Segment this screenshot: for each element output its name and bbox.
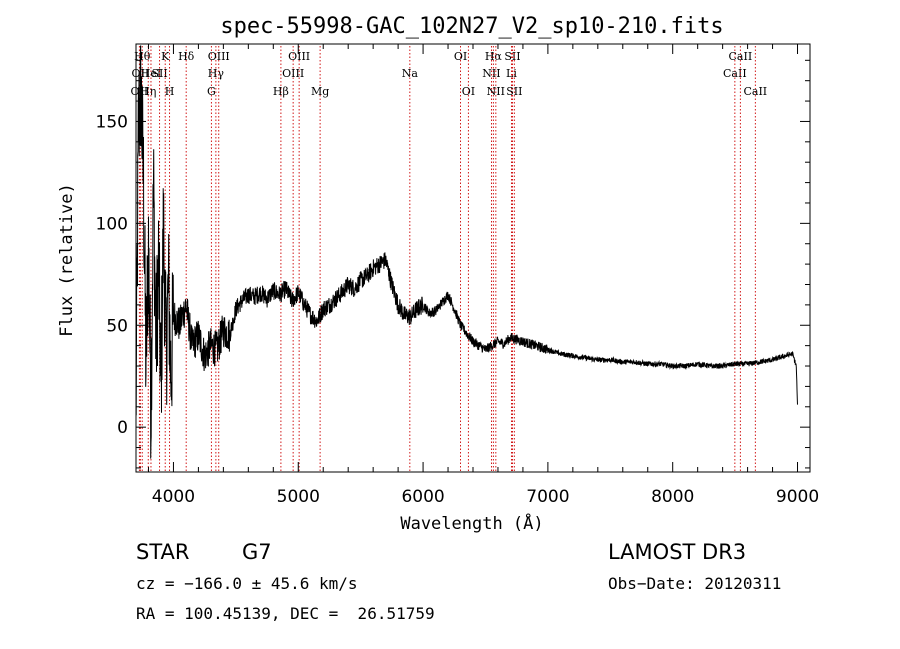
- line-marker-label: Hη: [140, 85, 156, 98]
- flux-series: [135, 45, 798, 459]
- line-marker-label: NII: [487, 85, 505, 98]
- x-axis-label: Wavelength (Å): [400, 512, 543, 534]
- line-marker-label: SII: [506, 85, 522, 98]
- line-marker-label: OI: [454, 50, 467, 63]
- y-axis-label: Flux (relative): [57, 183, 77, 337]
- line-marker-label: HeI: [141, 67, 161, 80]
- line-marker-label: Hδ: [178, 50, 195, 63]
- observation-date: Obs−Date: 20120311: [608, 574, 782, 593]
- y-tick-label: 150: [96, 112, 128, 132]
- star-class: STAR: [136, 540, 190, 564]
- line-marker-label: OIII: [288, 50, 310, 63]
- line-marker-label: CaII: [723, 67, 747, 80]
- redshift-velocity: cz = −166.0 ± 45.6 km/s: [136, 574, 358, 593]
- x-tick-label: 5000: [277, 487, 320, 507]
- x-tick-label: 9000: [776, 487, 819, 507]
- line-marker-label: SII: [151, 67, 167, 80]
- x-tick-label: 4000: [152, 487, 195, 507]
- chart-title: spec-55998-GAC_102N27_V2_sp10-210.fits: [220, 14, 723, 39]
- line-marker-label: Mg: [311, 85, 329, 98]
- line-marker-label: Hβ: [273, 85, 289, 98]
- coordinates: RA = 100.45139, DEC = 26.51759: [136, 604, 435, 623]
- star-subclass: G7: [242, 540, 272, 564]
- line-marker-label: Hθ: [134, 50, 151, 63]
- line-marker-label: G: [207, 85, 216, 98]
- y-tick-label: 100: [96, 214, 128, 234]
- y-tick-label: 0: [117, 418, 128, 438]
- line-markers: OIIOIIHθHηHeISIIKHHδGHγOIIIHβOIIIOIIIMgN…: [131, 46, 767, 472]
- line-marker-label: SII: [504, 50, 520, 63]
- line-marker-label: Na: [402, 67, 419, 80]
- line-marker-label: CaII: [743, 85, 767, 98]
- x-tick-label: 6000: [401, 487, 444, 507]
- survey-label: LAMOST DR3: [608, 540, 747, 564]
- line-marker-label: Li: [506, 67, 517, 80]
- axes: 4000 5000 6000 7000 8000 9000 0 50 100 150: [96, 44, 819, 507]
- line-marker-label: NII: [482, 67, 500, 80]
- line-marker-label: H: [165, 85, 175, 98]
- line-marker-label: OI: [462, 85, 475, 98]
- x-tick-label: 7000: [526, 487, 569, 507]
- line-marker-label: Hα: [485, 50, 503, 63]
- line-marker-label: CaII: [729, 50, 753, 63]
- line-marker-label: Hγ: [208, 67, 225, 80]
- x-tick-label: 8000: [651, 487, 694, 507]
- line-marker-label: OIII: [208, 50, 230, 63]
- line-marker-label: OIII: [282, 67, 304, 80]
- plot-frame: [135, 43, 811, 473]
- flux-line: [135, 45, 798, 459]
- y-tick-label: 50: [106, 316, 128, 336]
- line-marker-label: K: [161, 50, 170, 63]
